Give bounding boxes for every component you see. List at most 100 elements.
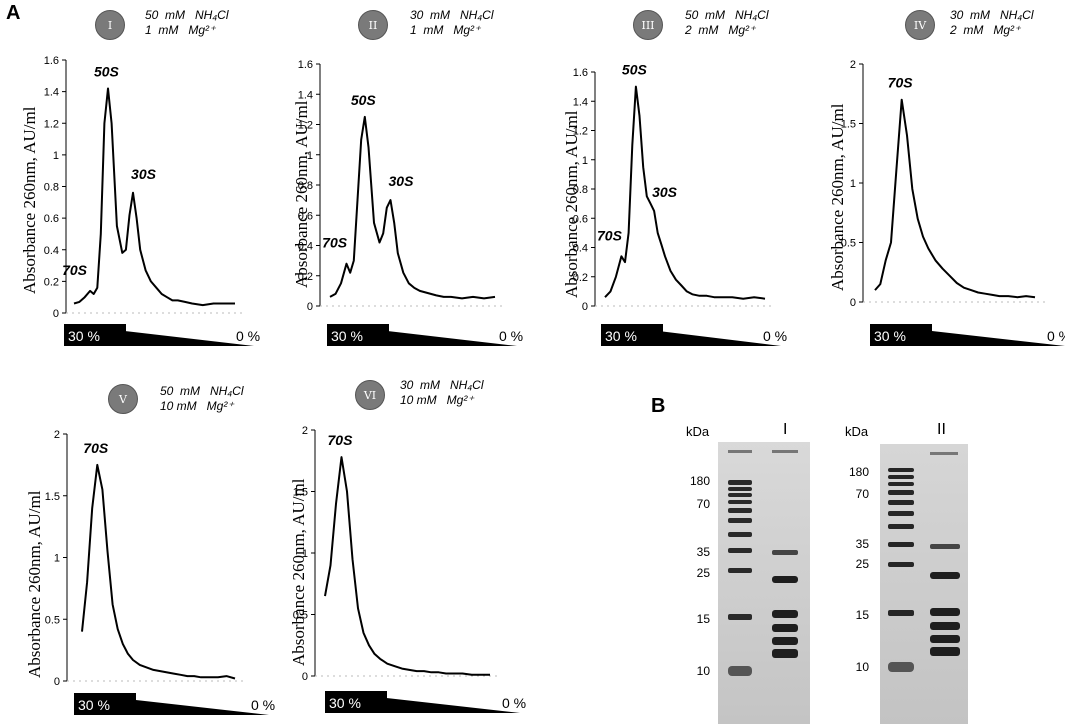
buffer-conditions: 50 mM NH₄Cl 2 mM Mg²⁺ xyxy=(685,8,768,38)
peak-label: 70S xyxy=(83,440,109,456)
y-tick-label: 0 xyxy=(582,301,588,313)
chart-svg: 0 0.2 0.4 0.6 0.8 1 1.2 1.4 1.6 70S 50S 30S 30 % 0 % xyxy=(44,55,260,346)
y-tick-label: 1.6 xyxy=(44,55,59,67)
y-tick-label: 2 xyxy=(54,429,60,441)
y-tick-label: 1.2 xyxy=(44,118,59,130)
plot-IV: IV 30 mM NH₄Cl 2 mM Mg²⁺ Absorbance 260nm, … xyxy=(815,8,1065,348)
gel-ii-unit-label: kDa xyxy=(845,424,869,439)
y-tick-label: 1 xyxy=(53,150,59,162)
y-tick-label: 1.5 xyxy=(45,491,60,503)
y-tick-label: 1.5 xyxy=(841,119,856,131)
absorbance-series-line xyxy=(73,87,235,307)
y-tick-label: 0.2 xyxy=(44,276,59,288)
condition-line: 50 mM NH₄Cl xyxy=(145,8,229,22)
panel-badge: I xyxy=(95,10,125,40)
panel-badge: II xyxy=(358,10,388,40)
y-tick-label: 0 xyxy=(307,301,313,313)
gradient-right-label: 0 % xyxy=(236,328,260,344)
plot-VI: VI 30 mM NH₄Cl 10 mM Mg²⁺ Absorbance 260nm,… xyxy=(275,378,550,723)
y-tick-label: 1 xyxy=(582,155,588,167)
gradient-right-label: 0 % xyxy=(763,328,787,344)
absorbance-series-line xyxy=(329,115,496,300)
condition-line: 2 mM Mg²⁺ xyxy=(685,23,756,37)
peak-label: 70S xyxy=(328,432,354,448)
condition-line: 30 mM NH₄Cl xyxy=(410,8,494,22)
plot-II: II 30 mM NH₄Cl 1 mM Mg²⁺ Absorbance 260nm, … xyxy=(270,8,540,348)
absorbance-series-line xyxy=(874,98,1036,299)
gel-ii-sample-bands xyxy=(930,452,960,656)
gel-i-image xyxy=(718,442,810,724)
condition-line: 50 mM NH₄Cl xyxy=(160,384,244,398)
gradient-left-label: 30 % xyxy=(68,328,100,344)
gel-ii-ladder-bands xyxy=(888,468,914,672)
gel-ii-lane-label: II xyxy=(937,421,946,438)
condition-line: 30 mM NH₄Cl xyxy=(400,378,484,392)
absorbance-series-line xyxy=(81,463,236,680)
y-tick-label: 1.6 xyxy=(298,59,313,71)
y-tick-label: 0.6 xyxy=(298,210,313,222)
gel-ii-image xyxy=(880,444,968,724)
chart-svg: 0 0.5 1 1.5 2 70S 30 % 0 % xyxy=(293,425,526,713)
y-tick-label: 0.5 xyxy=(841,238,856,250)
chart-svg: 0 0.5 1 1.5 2 70S 30 % 0 % xyxy=(45,429,275,715)
absorbance-series-line xyxy=(604,85,766,300)
panel-badge: VI xyxy=(355,380,385,410)
gradient-wedge-base xyxy=(64,324,126,346)
gradient-right-label: 0 % xyxy=(251,697,275,713)
panel-label-b: B xyxy=(651,395,666,417)
gel-ii-marker-label: 25 xyxy=(855,557,869,571)
gradient-wedge-base xyxy=(601,324,663,346)
gel-i-marker-label: 15 xyxy=(696,612,710,626)
plot-III: III 50 mM NH₄Cl 2 mM Mg²⁺ Absorbance 260nm,… xyxy=(545,8,815,348)
y-tick-label: 0.5 xyxy=(293,610,308,622)
plot-I: I 50 mM NH₄Cl 1 mM Mg²⁺ Absorbance 260nm, A… xyxy=(0,8,270,348)
condition-line: 1 mM Mg²⁺ xyxy=(410,23,481,37)
condition-line: 10 mM Mg²⁺ xyxy=(160,399,234,413)
y-tick-label: 1.4 xyxy=(44,87,59,99)
absorbance-series-line xyxy=(324,456,490,676)
gel-i-unit-label: kDa xyxy=(686,424,710,439)
gel-i-sample-bands xyxy=(772,450,798,658)
peak-label: 30S xyxy=(389,173,415,189)
y-tick-label: 1 xyxy=(307,150,313,162)
gradient-right-label: 0 % xyxy=(1047,328,1065,344)
y-tick-label: 0.6 xyxy=(573,213,588,225)
y-tick-label: 0.5 xyxy=(45,614,60,626)
plot-V: V 50 mM NH₄Cl 10 mM Mg²⁺ Absorbance 260nm, … xyxy=(0,378,275,723)
y-tick-label: 0.6 xyxy=(44,213,59,225)
y-tick-label: 0.8 xyxy=(573,184,588,196)
gel-i-marker-label: 35 xyxy=(696,545,710,559)
gradient-left-label: 30 % xyxy=(329,695,361,711)
gradient-left-label: 30 % xyxy=(605,328,637,344)
peak-label: 50S xyxy=(622,62,648,78)
gel-i-marker-label: 10 xyxy=(696,664,710,678)
y-tick-label: 0.8 xyxy=(44,182,59,194)
gradient-wedge-base xyxy=(325,691,387,713)
panel-badge: IV xyxy=(905,10,935,40)
gradient-wedge-base xyxy=(870,324,932,346)
y-tick-label: 0 xyxy=(302,671,308,683)
gradient-left-label: 30 % xyxy=(78,697,110,713)
y-tick-label: 1.2 xyxy=(298,120,313,132)
y-tick-label: 0.8 xyxy=(298,180,313,192)
gradient-wedge-base xyxy=(327,324,389,346)
buffer-conditions: 30 mM NH₄Cl 10 mM Mg²⁺ xyxy=(400,378,483,408)
buffer-conditions: 30 mM NH₄Cl 2 mM Mg²⁺ xyxy=(950,8,1033,38)
y-tick-label: 1.6 xyxy=(573,67,588,79)
chart-svg: 0 0.5 1 1.5 2 70S 30 % 0 % xyxy=(841,59,1065,346)
gradient-right-label: 0 % xyxy=(499,328,523,344)
peak-label: 70S xyxy=(888,75,914,91)
gradient-right-label: 0 % xyxy=(502,695,526,711)
y-tick-label: 2 xyxy=(302,425,308,437)
peak-label: 70S xyxy=(597,227,623,243)
chart-svg: 0 0.2 0.4 0.6 0.8 1 1.2 1.4 1.6 70S 50S 30S 30 % 0 % xyxy=(298,59,523,346)
y-tick-label: 0 xyxy=(54,676,60,688)
gel-i-marker-label: 180 xyxy=(689,474,710,488)
gel-i-ladder-bands xyxy=(728,450,752,676)
y-tick-label: 0 xyxy=(850,297,856,309)
gradient-wedge-base xyxy=(74,693,136,715)
y-tick-label: 1 xyxy=(302,548,308,560)
y-tick-label: 0.2 xyxy=(298,271,313,283)
chart-svg: 0 0.2 0.4 0.6 0.8 1 1.2 1.4 1.6 70S 50S 30S 30 % 0 % xyxy=(573,62,787,346)
y-tick-label: 0.4 xyxy=(44,245,59,257)
